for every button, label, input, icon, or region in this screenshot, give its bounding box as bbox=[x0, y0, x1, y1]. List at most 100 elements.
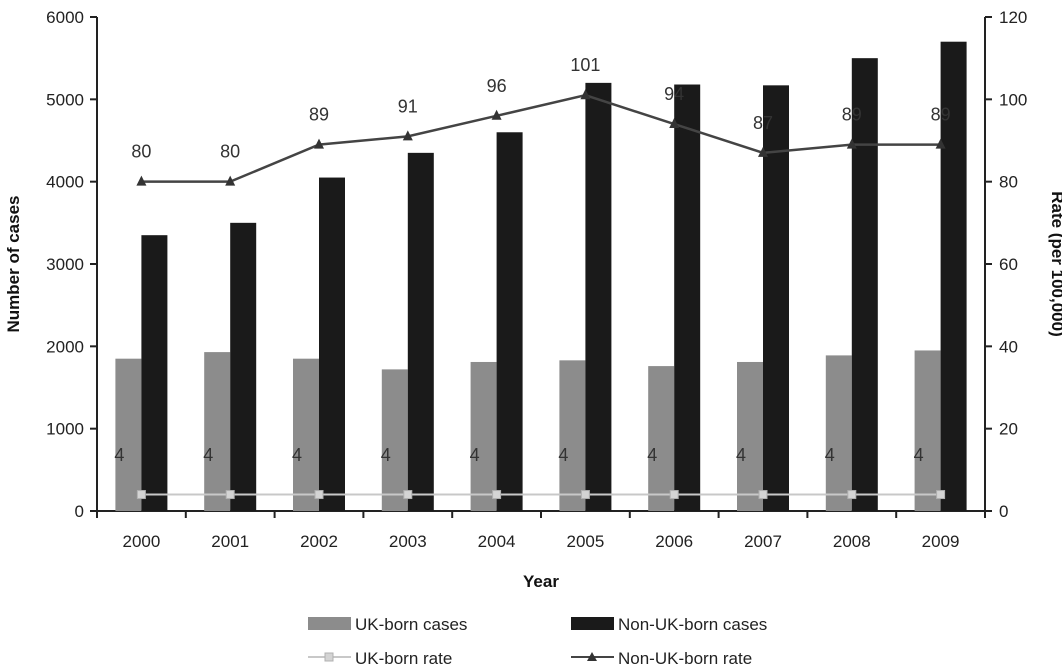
x-axis-ticks: 2000 2001 2002 2003 2004 2005 2006 2007 2008 2009 bbox=[96, 511, 986, 551]
x-axis-title: Year bbox=[523, 572, 559, 591]
right-tick-label: 100 bbox=[999, 90, 1027, 109]
marker-non-uk-born-rate bbox=[580, 89, 591, 100]
bar-non-uk-born-cases bbox=[230, 222, 257, 512]
marker-non-uk-born-rate bbox=[402, 130, 413, 141]
right-tick-label: 80 bbox=[999, 173, 1018, 192]
marker-non-uk-born-rate bbox=[669, 118, 680, 129]
legend-label-non-uk-born-cases: Non-UK-born cases bbox=[618, 615, 767, 634]
data-label-non-uk-born-rate: 96 bbox=[487, 76, 507, 96]
bar-uk-born-cases bbox=[648, 366, 675, 511]
x-tick-label: 2008 bbox=[833, 532, 871, 551]
left-tick-label: 0 bbox=[75, 502, 84, 521]
bar-uk-born-cases bbox=[204, 352, 231, 511]
marker-uk-born-rate bbox=[758, 490, 768, 500]
right-tick-label: 0 bbox=[999, 502, 1008, 521]
legend-swatch-non-uk-born-cases bbox=[571, 617, 614, 630]
marker-non-uk-born-rate bbox=[846, 138, 857, 149]
data-label-uk-born-rate: 4 bbox=[292, 445, 302, 465]
right-tick-label: 60 bbox=[999, 255, 1018, 274]
left-tick-label: 1000 bbox=[46, 420, 84, 439]
marker-uk-born-rate bbox=[225, 490, 235, 500]
x-tick-label: 2003 bbox=[389, 532, 427, 551]
legend-item-non-uk-born-cases: Non-UK-born cases bbox=[571, 615, 767, 634]
legend-item-uk-born-cases: UK-born cases bbox=[308, 615, 467, 634]
marker-non-uk-born-rate bbox=[225, 175, 236, 186]
legend-label-non-uk-born-rate: Non-UK-born rate bbox=[618, 649, 752, 668]
y-axis-title: Number of cases bbox=[4, 196, 23, 333]
data-label-non-uk-born-rate: 101 bbox=[570, 55, 600, 75]
data-label-non-uk-born-rate: 80 bbox=[131, 142, 151, 162]
marker-non-uk-born-rate bbox=[136, 175, 147, 186]
data-label-non-uk-born-rate: 89 bbox=[842, 105, 862, 125]
marker-uk-born-rate bbox=[136, 490, 146, 500]
data-label-non-uk-born-rate: 80 bbox=[220, 142, 240, 162]
left-tick-label: 2000 bbox=[46, 337, 84, 356]
x-tick-label: 2002 bbox=[300, 532, 338, 551]
legend-marker-uk-born-rate bbox=[324, 652, 334, 662]
data-label-non-uk-born-rate: 87 bbox=[753, 113, 773, 133]
bar-uk-born-cases bbox=[559, 360, 586, 511]
marker-uk-born-rate bbox=[936, 490, 946, 500]
left-tick-label: 5000 bbox=[46, 90, 84, 109]
marker-uk-born-rate bbox=[847, 490, 857, 500]
data-label-non-uk-born-rate: 94 bbox=[664, 84, 684, 104]
bar-uk-born-cases bbox=[470, 361, 497, 511]
data-label-uk-born-rate: 4 bbox=[381, 445, 391, 465]
bar-non-uk-born-cases bbox=[141, 235, 168, 511]
bar-uk-born-cases bbox=[914, 350, 941, 511]
data-label-uk-born-rate: 4 bbox=[558, 445, 568, 465]
bar-non-uk-born-cases bbox=[407, 152, 434, 511]
left-tick-label: 3000 bbox=[46, 255, 84, 274]
legend: UK-born cases Non-UK-born cases UK-born … bbox=[308, 615, 767, 668]
data-label-uk-born-rate: 4 bbox=[647, 445, 657, 465]
x-tick-label: 2004 bbox=[478, 532, 516, 551]
data-label-uk-born-rate: 4 bbox=[825, 445, 835, 465]
left-tick-label: 6000 bbox=[46, 8, 84, 27]
bar-uk-born-cases bbox=[115, 358, 142, 511]
right-tick-label: 40 bbox=[999, 337, 1018, 356]
legend-label-uk-born-cases: UK-born cases bbox=[355, 615, 467, 634]
marker-non-uk-born-rate bbox=[758, 146, 768, 157]
marker-non-uk-born-rate bbox=[314, 138, 324, 149]
legend-item-uk-born-rate: UK-born rate bbox=[308, 649, 452, 668]
marker-non-uk-born-rate bbox=[935, 138, 946, 149]
data-label-uk-born-rate: 4 bbox=[736, 445, 746, 465]
x-tick-label: 2009 bbox=[922, 532, 960, 551]
bar-uk-born-cases bbox=[293, 358, 319, 511]
data-label-non-uk-born-rate: 91 bbox=[398, 96, 418, 116]
bar-non-uk-born-cases bbox=[496, 132, 523, 511]
bar-non-uk-born-cases bbox=[940, 41, 967, 511]
legend-swatch-uk-born-cases bbox=[308, 617, 351, 630]
y2-axis-title: Rate (per 100,000) bbox=[1048, 191, 1062, 337]
marker-non-uk-born-rate bbox=[491, 109, 502, 120]
bar-uk-born-cases bbox=[381, 369, 408, 511]
data-label-uk-born-rate: 4 bbox=[470, 445, 480, 465]
marker-uk-born-rate bbox=[403, 490, 413, 500]
data-label-non-uk-born-rate: 89 bbox=[309, 105, 329, 125]
data-label-uk-born-rate: 4 bbox=[114, 445, 124, 465]
bar-non-uk-born-cases bbox=[674, 84, 701, 511]
left-y-axis-ticks: 0 1000 2000 3000 4000 5000 6000 bbox=[46, 8, 97, 521]
right-tick-label: 20 bbox=[999, 420, 1018, 439]
data-label-non-uk-born-rate: 89 bbox=[931, 105, 951, 125]
right-y-axis-ticks: 0 20 40 60 80 100 120 bbox=[985, 8, 1027, 521]
line-non-uk-born-rate bbox=[141, 93, 941, 183]
rate-lines bbox=[136, 89, 946, 500]
marker-uk-born-rate bbox=[580, 490, 590, 500]
data-labels: 4 4 4 4 4 4 4 4 4 4 80 80 89 91 96 101 94 87 89 89 bbox=[114, 55, 950, 465]
bar-uk-born-cases bbox=[737, 361, 763, 511]
bar-non-uk-born-cases bbox=[319, 177, 345, 512]
bar-non-uk-born-cases bbox=[585, 82, 612, 511]
bar-non-uk-born-cases bbox=[763, 85, 789, 511]
legend-label-uk-born-rate: UK-born rate bbox=[355, 649, 452, 668]
x-tick-label: 2005 bbox=[566, 532, 604, 551]
x-tick-label: 2001 bbox=[211, 532, 249, 551]
data-label-uk-born-rate: 4 bbox=[203, 445, 213, 465]
bar-uk-born-cases bbox=[825, 355, 852, 511]
data-label-uk-born-rate: 4 bbox=[914, 445, 924, 465]
plot-area: 0 1000 2000 3000 4000 5000 6000 0 20 40 60 80 100 12… bbox=[46, 8, 1027, 551]
marker-uk-born-rate bbox=[669, 490, 679, 500]
x-tick-label: 2000 bbox=[122, 532, 160, 551]
x-tick-label: 2007 bbox=[744, 532, 782, 551]
